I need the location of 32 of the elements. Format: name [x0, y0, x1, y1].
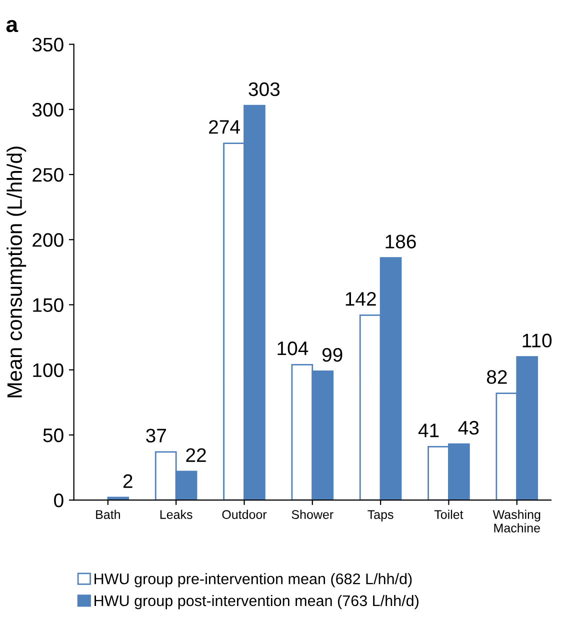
y-tick-label: 150 [33, 298, 64, 312]
data-label: 43 [458, 420, 479, 435]
chart-title: a [6, 20, 18, 32]
data-label: 37 [146, 428, 166, 442]
legend-label: HWU group pre-intervention mean (682 L/hh/d) [94, 573, 412, 588]
data-label: 186 [386, 234, 416, 248]
y-tick-label: 100 [33, 363, 64, 378]
x-tick-label: Leaks [160, 510, 192, 519]
legend-label: HWU group post-intervention mean (763 L/hh/d) [94, 594, 418, 610]
y-tick-label: 200 [32, 233, 64, 247]
data-label: 104 [278, 341, 308, 356]
data-label: 110 [522, 334, 552, 348]
x-tick-label: Outdoor [222, 510, 267, 519]
y-tick-label: 0 [54, 494, 64, 508]
x-tick-label: Toilet [434, 510, 464, 519]
x-tick-label: Taps [368, 510, 394, 522]
y-axis-title: Mean consumption (L/hh/d) [6, 146, 26, 398]
data-label: 99 [322, 348, 342, 362]
data-label: 41 [418, 424, 439, 438]
y-tick-label: 300 [32, 102, 64, 117]
y-tick-label: 50 [43, 428, 64, 442]
y-tick-label: 250 [32, 168, 64, 182]
x-tick-label: Bath [96, 510, 120, 519]
data-label: 274 [209, 120, 240, 134]
data-label: 142 [346, 292, 376, 306]
data-label: 303 [248, 82, 280, 96]
x-tick-label: Washing Machine [492, 510, 540, 532]
data-label: 22 [186, 448, 206, 462]
x-tick-label: Shower [292, 510, 334, 519]
y-tick-label: 350 [32, 38, 64, 52]
data-label: 2 [123, 474, 132, 488]
data-label: 82 [486, 370, 507, 384]
